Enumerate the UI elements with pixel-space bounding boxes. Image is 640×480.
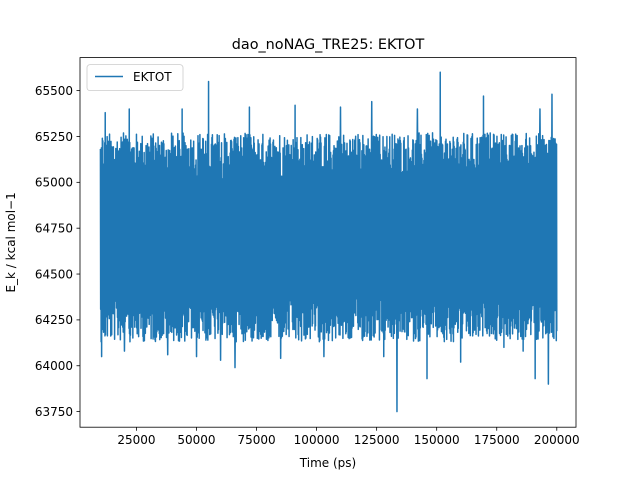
x-tick-label: 175000 (474, 433, 520, 447)
x-tick-label: 100000 (294, 433, 340, 447)
x-tick-label: 150000 (414, 433, 460, 447)
x-tick-label: 200000 (534, 433, 580, 447)
plot-frame (79, 57, 577, 428)
chart-title: dao_noNAG_TRE25: EKTOT (232, 37, 425, 53)
legend-box (86, 64, 184, 91)
y-tick-label: 65500 (35, 84, 73, 98)
y-tick-label: 65250 (35, 130, 73, 144)
y-tick-label: 64500 (35, 267, 73, 281)
y-tick-label: 64750 (35, 221, 73, 235)
x-tick-label: 50000 (177, 433, 215, 447)
series-line-ektot (99, 71, 558, 413)
x-tick-label: 125000 (354, 433, 400, 447)
x-tick-label: 25000 (117, 433, 155, 447)
y-tick-label: 63750 (35, 405, 73, 419)
x-tick-label: 75000 (237, 433, 275, 447)
series-layer (99, 71, 558, 413)
x-axis-ticks: 25000 50000 75000 100000 125000 150000 175000 2… (117, 427, 580, 447)
legend: EKTOT (86, 64, 184, 91)
y-tick-label: 65000 (35, 176, 73, 190)
x-axis-label: Time (ps) (299, 456, 356, 470)
y-axis-label: E_k / kcal mol−1 (4, 192, 18, 292)
y-tick-label: 64250 (35, 313, 73, 327)
y-axis-ticks: 63750 64000 64250 64500 64750 65000 65250 65500 (35, 84, 80, 419)
y-tick-label: 64000 (35, 359, 73, 373)
legend-label: EKTOT (133, 70, 172, 84)
